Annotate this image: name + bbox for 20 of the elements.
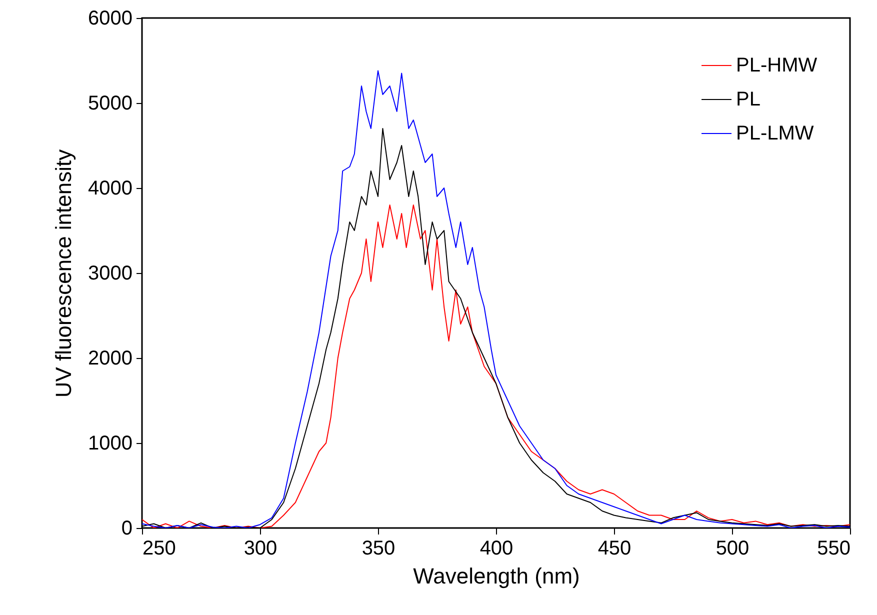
x-tick-label: 350 <box>362 538 396 560</box>
y-tick-label: 6000 <box>88 8 132 30</box>
x-tick-label: 500 <box>716 538 750 560</box>
x-tick-label: 250 <box>142 538 176 560</box>
line-series <box>142 204 850 528</box>
y-axis-title: UV fluorescence intensity <box>51 149 76 398</box>
legend-label: PL <box>736 88 760 110</box>
y-tick-label: 5000 <box>88 92 132 114</box>
y-tick-label: 2000 <box>88 348 132 370</box>
x-tick-label: 450 <box>598 538 632 560</box>
y-tick-label: 3000 <box>88 262 132 284</box>
y-tick-label: 1000 <box>88 432 132 454</box>
x-tick-label: 550 <box>817 538 850 560</box>
x-tick-label: 300 <box>244 538 278 560</box>
y-tick-label: 0 <box>121 518 132 540</box>
y-tick-label: 4000 <box>88 178 132 200</box>
x-tick-label: 400 <box>480 538 514 560</box>
x-axis-title: Wavelength (nm) <box>413 564 580 588</box>
legend-label: PL-HMW <box>736 54 818 76</box>
legend-label: PL-LMW <box>736 122 814 144</box>
